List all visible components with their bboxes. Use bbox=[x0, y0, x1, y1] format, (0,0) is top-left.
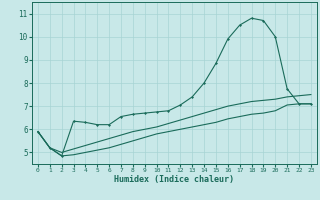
X-axis label: Humidex (Indice chaleur): Humidex (Indice chaleur) bbox=[115, 175, 234, 184]
